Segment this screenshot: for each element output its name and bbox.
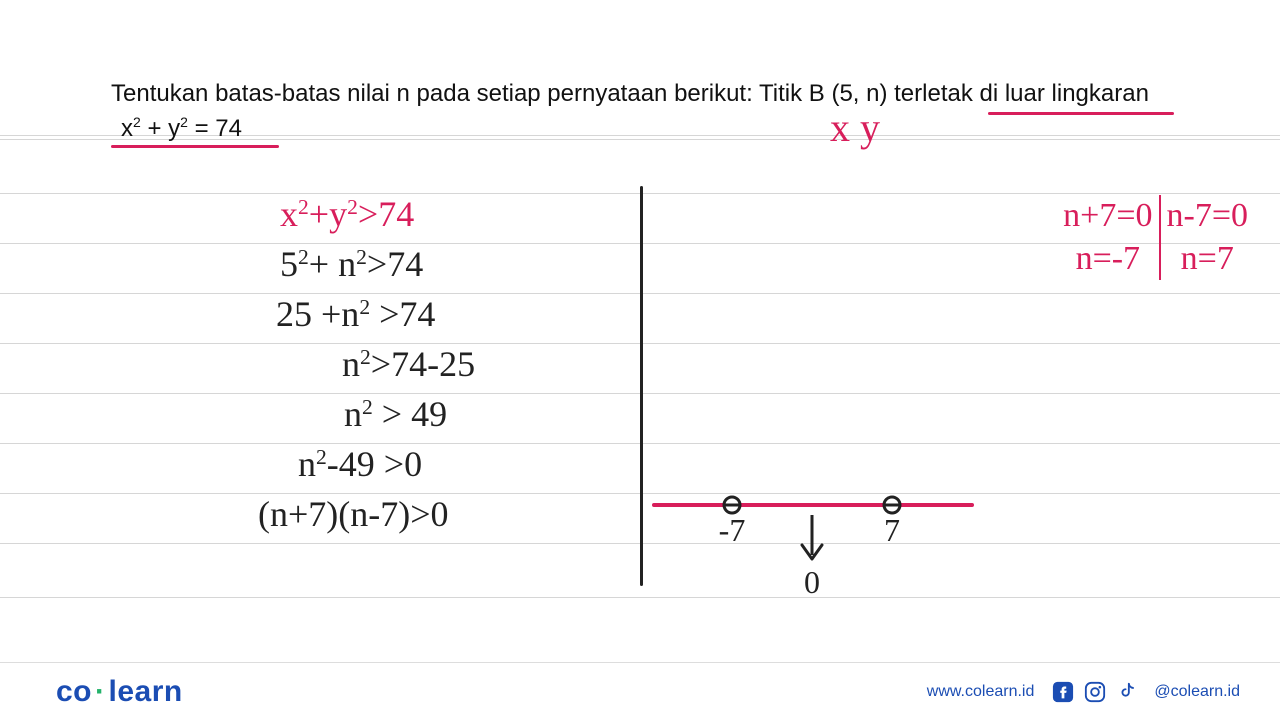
step-4: n2>74-25 bbox=[342, 340, 475, 390]
roots-divider bbox=[1159, 195, 1161, 280]
roots-block: n+7=0 n=-7 n-7=0 n=7 bbox=[1063, 195, 1248, 280]
problem-text: Tentukan batas-batas nilai n pada setiap… bbox=[111, 80, 1170, 108]
root-left-eq: n+7=0 bbox=[1063, 195, 1152, 238]
social-icons: @colearn.id bbox=[1052, 681, 1240, 703]
instagram-icon[interactable] bbox=[1084, 681, 1106, 703]
keyword-underline bbox=[988, 112, 1174, 115]
step-1: x2+y2>74 bbox=[280, 190, 475, 240]
footer-handle[interactable]: @colearn.id bbox=[1154, 683, 1240, 701]
brand-logo: co·learn bbox=[56, 675, 183, 709]
worked-steps: x2+y2>74 52+ n2>74 25 +n2 >74 n2>74-25 n… bbox=[280, 190, 475, 540]
root-right-sol: n=7 bbox=[1181, 238, 1234, 281]
root-right-eq: n-7=0 bbox=[1167, 195, 1249, 238]
step-3: 25 +n2 >74 bbox=[276, 290, 475, 340]
svg-text:7: 7 bbox=[884, 512, 900, 548]
root-left-sol: n=-7 bbox=[1076, 238, 1141, 281]
logo-part-dot: · bbox=[92, 675, 109, 708]
number-line: -7 7 0 bbox=[672, 493, 972, 618]
svg-text:0: 0 bbox=[804, 564, 820, 600]
step-5: n2 > 49 bbox=[344, 390, 475, 440]
tiktok-icon[interactable] bbox=[1116, 681, 1138, 703]
step-7: (n+7)(n-7)>0 bbox=[258, 490, 475, 540]
problem-equation: x2 + y2 = 74 bbox=[121, 114, 1170, 143]
equation-underline bbox=[111, 145, 279, 148]
step-2: 52+ n2>74 bbox=[280, 240, 475, 290]
facebook-icon[interactable] bbox=[1052, 681, 1074, 703]
logo-part-co: co bbox=[56, 675, 92, 708]
step-6: n2-49 >0 bbox=[298, 440, 475, 490]
xy-annotation: x y bbox=[830, 104, 880, 151]
footer-url[interactable]: www.colearn.id bbox=[927, 683, 1035, 701]
svg-text:-7: -7 bbox=[719, 512, 746, 548]
footer: co·learn www.colearn.id @colearn.id bbox=[0, 662, 1280, 720]
logo-part-learn: learn bbox=[109, 675, 183, 708]
vertical-separator bbox=[640, 186, 643, 586]
